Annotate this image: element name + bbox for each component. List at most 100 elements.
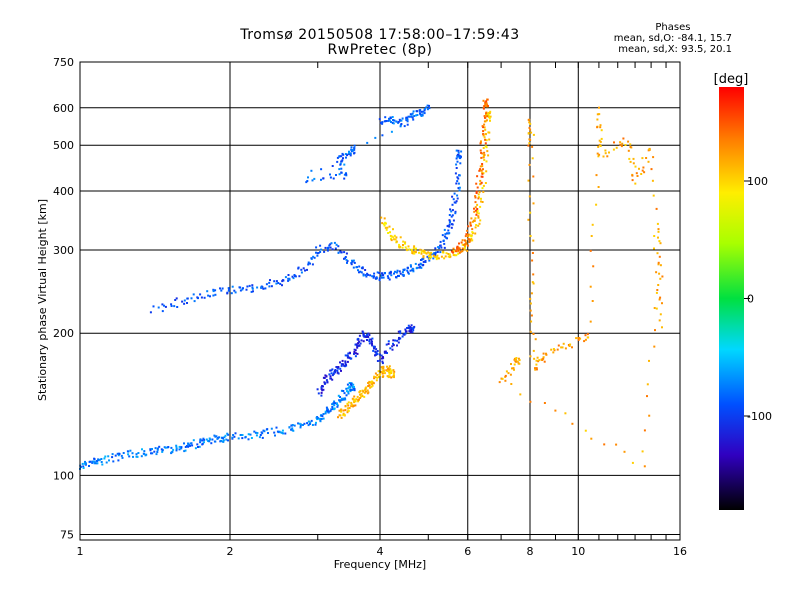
scatter-point <box>371 337 374 340</box>
scatter-point <box>474 226 477 229</box>
scatter-point <box>340 416 343 419</box>
stats-o-mode: mean, sd,O: -84.1, 15.7 <box>613 33 732 44</box>
scatter-point <box>420 252 423 255</box>
scatter-point <box>387 342 390 345</box>
scatter-point <box>638 167 640 170</box>
scatter-point <box>527 132 530 135</box>
scatter-point <box>627 140 630 143</box>
scatter-point <box>365 386 368 389</box>
scatter-point <box>192 293 195 296</box>
scatter-point <box>344 361 347 364</box>
scatter-point <box>359 270 362 273</box>
scatter-point <box>340 364 343 367</box>
scatter-point <box>375 351 378 354</box>
scatter-point <box>389 369 392 372</box>
scatter-point <box>406 327 408 329</box>
scatter-point <box>203 296 206 299</box>
scatter-point <box>362 331 365 334</box>
scatter-point <box>353 389 356 392</box>
scatter-point <box>482 99 485 102</box>
scatter-point <box>348 382 351 384</box>
scatter-point <box>175 449 178 452</box>
scatter-point <box>357 337 360 340</box>
scatter-point <box>449 208 452 211</box>
scatter-point <box>116 452 119 455</box>
scatter-point <box>480 140 482 143</box>
scatter-point <box>432 253 435 256</box>
scatter-point <box>121 456 124 459</box>
scatter-point <box>117 459 120 462</box>
scatter-point <box>387 232 390 234</box>
scatter-point <box>428 104 430 107</box>
scatter-point <box>428 252 431 255</box>
scatter-point <box>455 167 458 169</box>
scatter-point <box>336 404 339 407</box>
scatter-point <box>275 280 278 283</box>
scatter-point <box>340 397 343 400</box>
scatter-point <box>422 249 425 252</box>
scatter-point <box>264 287 267 290</box>
scatter-point <box>374 136 377 139</box>
scatter-point <box>127 453 130 456</box>
scatter-point <box>422 260 425 263</box>
scatter-point <box>370 338 372 341</box>
scatter-point <box>234 291 237 294</box>
scatter-point <box>480 181 483 184</box>
scatter-point <box>387 340 390 343</box>
scatter-point <box>331 374 334 377</box>
scatter-point <box>365 275 368 278</box>
scatter-point <box>333 407 336 410</box>
scatter-point <box>377 376 380 378</box>
scatter-point <box>631 179 634 182</box>
scatter-point <box>199 439 202 442</box>
scatter-point <box>293 424 296 427</box>
scatter-point <box>311 424 314 426</box>
scatter-point <box>408 115 411 118</box>
scatter-point <box>300 271 303 274</box>
y-tick-label: 75 <box>60 528 74 541</box>
scatter-point <box>415 114 418 117</box>
scatter-point <box>412 110 415 113</box>
scatter-point <box>320 418 323 420</box>
scatter-point <box>629 146 632 148</box>
scatter-point <box>417 263 420 266</box>
scatter-point <box>410 327 413 329</box>
scatter-point <box>382 370 385 373</box>
scatter-point <box>354 352 357 355</box>
scatter-point <box>317 252 320 254</box>
scatter-point <box>345 364 347 366</box>
scatter-point <box>488 138 491 141</box>
scatter-point <box>483 120 486 123</box>
scatter-point <box>426 255 429 258</box>
scatter-point <box>167 446 170 448</box>
scatter-point <box>482 134 485 137</box>
scatter-point <box>529 235 532 237</box>
scatter-point <box>382 367 385 370</box>
scatter-point <box>207 439 209 442</box>
scatter-point <box>590 437 593 440</box>
scatter-point <box>484 182 487 184</box>
scatter-point <box>246 285 249 288</box>
scatter-point <box>488 131 491 134</box>
scatter-point <box>345 252 348 255</box>
scatter-point <box>430 251 433 254</box>
scatter-point <box>315 251 317 254</box>
scatter-point <box>287 279 290 282</box>
scatter-point <box>478 169 481 172</box>
scatter-point <box>371 344 374 347</box>
scatter-point <box>131 452 134 455</box>
scatter-point <box>393 234 396 237</box>
scatter-point <box>597 155 600 158</box>
scatter-point <box>387 119 390 122</box>
scatter-point <box>486 112 489 115</box>
scatter-point <box>351 388 354 391</box>
scatter-point <box>306 422 309 425</box>
scatter-point <box>442 239 445 242</box>
scatter-point <box>385 369 388 372</box>
scatter-point <box>354 404 357 407</box>
scatter-point <box>479 142 482 145</box>
scatter-point <box>448 253 451 256</box>
scatter-point <box>599 126 602 129</box>
scatter-point <box>396 344 398 347</box>
scatter-point <box>314 423 317 426</box>
